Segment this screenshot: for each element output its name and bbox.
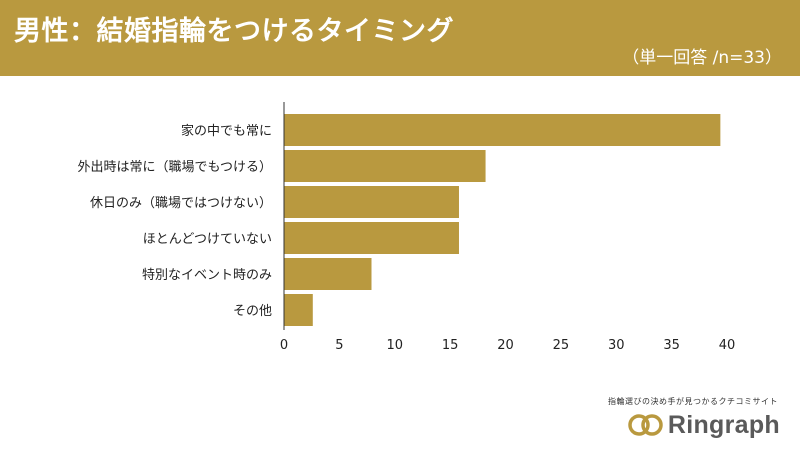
x-tick-label: 5 [335, 338, 343, 353]
bar [284, 294, 313, 326]
x-tick-label: 40 [719, 338, 736, 353]
x-tick-label: 30 [608, 338, 625, 353]
category-label: その他 [233, 304, 272, 319]
chart-header: 男性：結婚指輪をつけるタイミング （単一回答 /n=33） [0, 0, 800, 76]
category-label: ほとんどつけていない [143, 232, 272, 247]
x-tick-label: 20 [497, 338, 514, 353]
x-tick-label: 25 [553, 338, 570, 353]
bar [284, 114, 721, 146]
ringraph-logo: Ringraph [628, 410, 780, 440]
bar [284, 222, 459, 254]
x-tick-label: 15 [442, 338, 459, 353]
logo-text: Ringraph [667, 410, 780, 439]
logo-tagline: 指輪選びの決め手が見つかるクチコミサイト [608, 397, 778, 406]
x-tick-label: 10 [386, 338, 403, 353]
category-label: 休日のみ（職場ではつけない） [90, 196, 272, 211]
rings-icon [628, 414, 663, 436]
category-label: 家の中でも常に [181, 123, 272, 139]
bar [284, 150, 486, 182]
category-label: 外出時は常に（職場でもつける） [78, 160, 272, 175]
x-tick-label: 35 [663, 338, 680, 353]
chart-title: 男性：結婚指輪をつけるタイミング [14, 16, 454, 47]
bar [284, 258, 372, 290]
response-note: （単一回答 /n=33） [622, 48, 782, 68]
category-label: 特別なイベント時のみ [142, 268, 272, 283]
x-tick-label: 0 [280, 338, 288, 353]
bar [284, 186, 459, 218]
